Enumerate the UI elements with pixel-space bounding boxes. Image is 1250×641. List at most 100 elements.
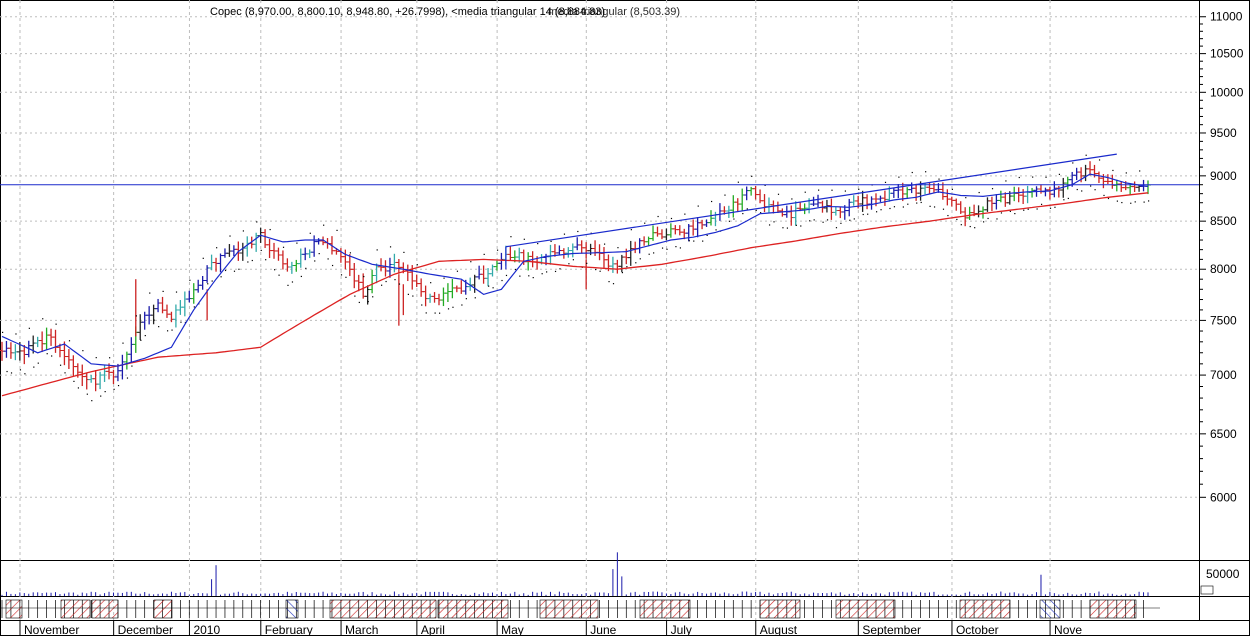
calendar-period-red [153, 599, 173, 619]
parabolic-dot [715, 229, 717, 231]
parabolic-dot [1049, 207, 1052, 209]
parabolic-dot [898, 176, 900, 178]
parabolic-dot [550, 240, 552, 243]
parabolic-dot [452, 306, 454, 308]
upper-trendline [505, 153, 1117, 248]
x-tick-label: Nove [1054, 623, 1082, 636]
parabolic-dot [318, 253, 320, 255]
y-tick-label: 6000 [1210, 490, 1237, 504]
parabolic-dot [951, 188, 953, 190]
calendar-period-red [91, 599, 119, 619]
calendar-period-red [1089, 599, 1137, 619]
parabolic-dot [925, 171, 927, 173]
y-tick-label: 8000 [1210, 262, 1237, 276]
parabolic-dot [519, 275, 521, 277]
parabolic-dot [755, 209, 757, 212]
parabolic-dot [706, 234, 708, 237]
parabolic-dot [546, 271, 548, 273]
parabolic-dot [166, 330, 169, 332]
parabolic-dot [1036, 208, 1038, 210]
parabolic-dot [86, 393, 88, 395]
parabolic-dot [1094, 189, 1096, 191]
parabolic-dot [670, 217, 673, 220]
parabolic-dot [813, 219, 815, 221]
y-tick-label: 10000 [1210, 85, 1244, 99]
parabolic-dot [653, 252, 655, 254]
volume-tick-label: 50000 [1206, 567, 1240, 581]
calendar-period-red [539, 599, 599, 619]
parabolic-dot [278, 274, 280, 276]
y-tick-label: 9000 [1210, 169, 1237, 183]
parabolic-dot [911, 171, 913, 174]
parabolic-dot [630, 229, 632, 231]
x-tick-label: April [421, 623, 445, 636]
parabolic-dot [354, 295, 356, 297]
parabolic-dot [532, 277, 534, 279]
parabolic-dot [1081, 190, 1083, 192]
parabolic-dot [1054, 206, 1056, 208]
parabolic-dot [907, 203, 909, 205]
parabolic-dot [64, 372, 66, 374]
parabolic-dot [216, 247, 218, 249]
parabolic-dot [309, 232, 311, 234]
parabolic-dot [456, 270, 459, 272]
parabolic-dot [711, 200, 713, 203]
parabolic-dot [15, 333, 17, 335]
parabolic-dot [367, 301, 369, 303]
parabolic-dot [764, 184, 766, 186]
parabolic-dot [1067, 197, 1069, 200]
parabolic-dot [603, 243, 606, 245]
media-triangular-14-line [1, 173, 1149, 367]
parabolic-dot [269, 228, 271, 231]
parabolic-dot [666, 248, 668, 250]
parabolic-dot [661, 247, 664, 249]
parabolic-dot [974, 227, 976, 229]
parabolic-dot [880, 209, 882, 211]
parabolic-dot [274, 269, 276, 271]
parabolic-dot [100, 395, 102, 397]
parabolic-dot [416, 264, 418, 266]
volume-scale-box [1200, 585, 1214, 595]
y-tick-label: 6500 [1210, 427, 1237, 441]
calendar-period-red [639, 599, 691, 619]
y-tick-label: 7000 [1210, 368, 1237, 382]
parabolic-dot [938, 178, 940, 180]
parabolic-dot [430, 282, 432, 284]
parabolic-dot [296, 242, 298, 244]
parabolic-dot [1000, 212, 1003, 214]
parabolic-dot [840, 222, 842, 224]
calendar-period-red [329, 599, 437, 619]
parabolic-dot [697, 205, 699, 207]
parabolic-dot [331, 264, 334, 267]
parabolic-dot [1130, 202, 1132, 204]
parabolic-dot [987, 217, 989, 220]
parabolic-dot [1005, 180, 1007, 182]
parabolic-dot [33, 366, 35, 368]
parabolic-dot [1072, 162, 1074, 164]
parabolic-dot [447, 308, 450, 310]
parabolic-dot [746, 208, 748, 210]
parabolic-dot [1032, 176, 1034, 178]
parabolic-dot [189, 279, 191, 281]
parabolic-dot [465, 298, 467, 300]
parabolic-dot [1125, 172, 1127, 174]
y-tick-label: 11000 [1210, 10, 1243, 24]
parabolic-dot [51, 355, 53, 357]
parabolic-dot [1009, 210, 1011, 212]
parabolic-dot [385, 280, 387, 283]
parabolic-dot [24, 373, 26, 375]
parabolic-dot [113, 388, 115, 390]
parabolic-dot [256, 221, 258, 223]
parabolic-dot [55, 323, 57, 325]
parabolic-dot [260, 249, 262, 252]
parabolic-dot [537, 242, 539, 245]
parabolic-dot [724, 194, 726, 196]
parabolic-dot [1027, 208, 1029, 210]
parabolic-dot [858, 188, 860, 190]
parabolic-dot [849, 219, 851, 221]
parabolic-dot [648, 253, 650, 255]
parabolic-dot [514, 268, 517, 271]
parabolic-dot [983, 221, 985, 223]
parabolic-dot [1040, 203, 1043, 205]
parabolic-dot [122, 342, 124, 344]
